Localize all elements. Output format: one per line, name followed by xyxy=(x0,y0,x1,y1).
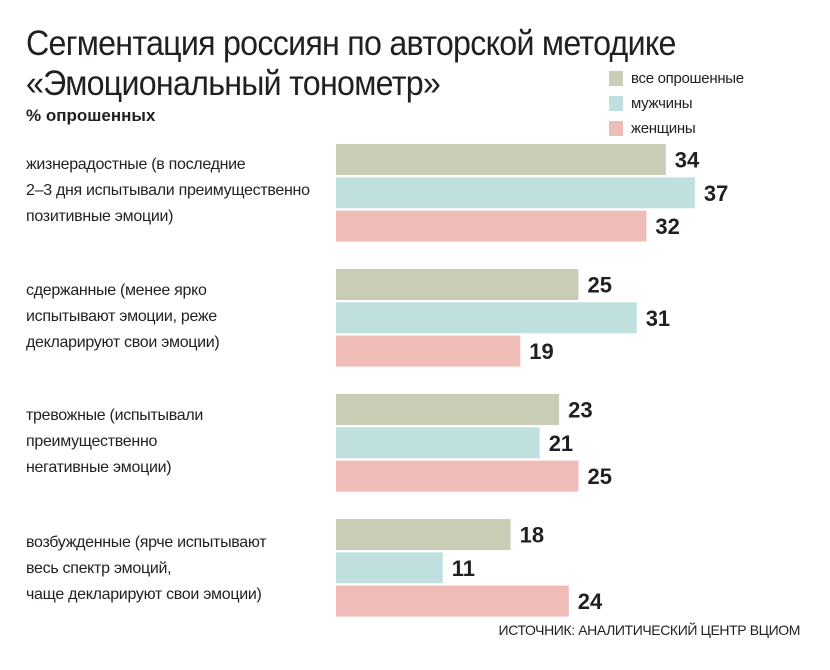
bar-women-0 xyxy=(336,210,647,242)
data-label-all-3: 18 xyxy=(520,523,544,548)
bar-men-1 xyxy=(336,302,637,334)
legend-item-all: все опрошенные xyxy=(609,66,744,91)
legend-item-men: мужчины xyxy=(609,91,744,116)
bar-men-0 xyxy=(336,177,695,209)
data-label-men-1: 31 xyxy=(646,306,670,331)
data-label-men-2: 21 xyxy=(549,431,573,456)
data-label-all-1: 25 xyxy=(588,273,612,298)
bar-all-3 xyxy=(336,519,511,550)
chart-title-line-2: «Эмоциональный тонометр» xyxy=(26,64,441,103)
data-label-women-3: 24 xyxy=(578,589,603,614)
legend-label-men: мужчины xyxy=(631,95,693,112)
bar-women-3 xyxy=(336,585,569,617)
bar-men-2 xyxy=(336,427,540,459)
category-label-excited: возбужденные (ярче испытывают весь спект… xyxy=(26,534,267,603)
legend-swatch-all xyxy=(609,71,623,86)
data-label-women-0: 32 xyxy=(655,214,679,239)
data-label-all-2: 23 xyxy=(568,398,592,423)
data-label-all-0: 34 xyxy=(675,148,700,173)
bar-all-2 xyxy=(336,394,560,425)
legend-item-women: женщины xyxy=(609,116,744,141)
category-label-cheerful: жизнерадостные (в последние 2–3 дня испы… xyxy=(26,156,310,225)
chart-subtitle: % опрошенных xyxy=(26,106,156,125)
category-label-anxious: тревожные (испытывали преимущественно не… xyxy=(26,407,203,476)
category-label-restrained: сдержанные (менее ярко испытывают эмоции… xyxy=(26,282,220,351)
legend: все опрошенные мужчины женщины xyxy=(609,66,744,141)
legend-swatch-women xyxy=(609,121,623,136)
bar-men-3 xyxy=(336,552,443,584)
chart-title: Сегментация россиян по авторской методик… xyxy=(26,24,676,104)
legend-label-women: женщины xyxy=(631,120,696,137)
data-label-men-3: 11 xyxy=(452,556,475,581)
legend-label-all: все опрошенные xyxy=(631,70,744,87)
data-label-women-2: 25 xyxy=(588,464,612,489)
bar-women-2 xyxy=(336,460,579,492)
data-label-men-0: 37 xyxy=(704,181,728,206)
data-label-women-1: 19 xyxy=(529,339,553,364)
bar-all-1 xyxy=(336,269,579,300)
legend-swatch-men xyxy=(609,96,623,111)
source-note: ИСТОЧНИК: АНАЛИТИЧЕСКИЙ ЦЕНТР ВЦИОМ xyxy=(498,622,801,638)
bar-women-1 xyxy=(336,335,521,367)
bar-all-0 xyxy=(336,144,666,175)
chart-title-line-1: Сегментация россиян по авторской методик… xyxy=(26,24,676,63)
